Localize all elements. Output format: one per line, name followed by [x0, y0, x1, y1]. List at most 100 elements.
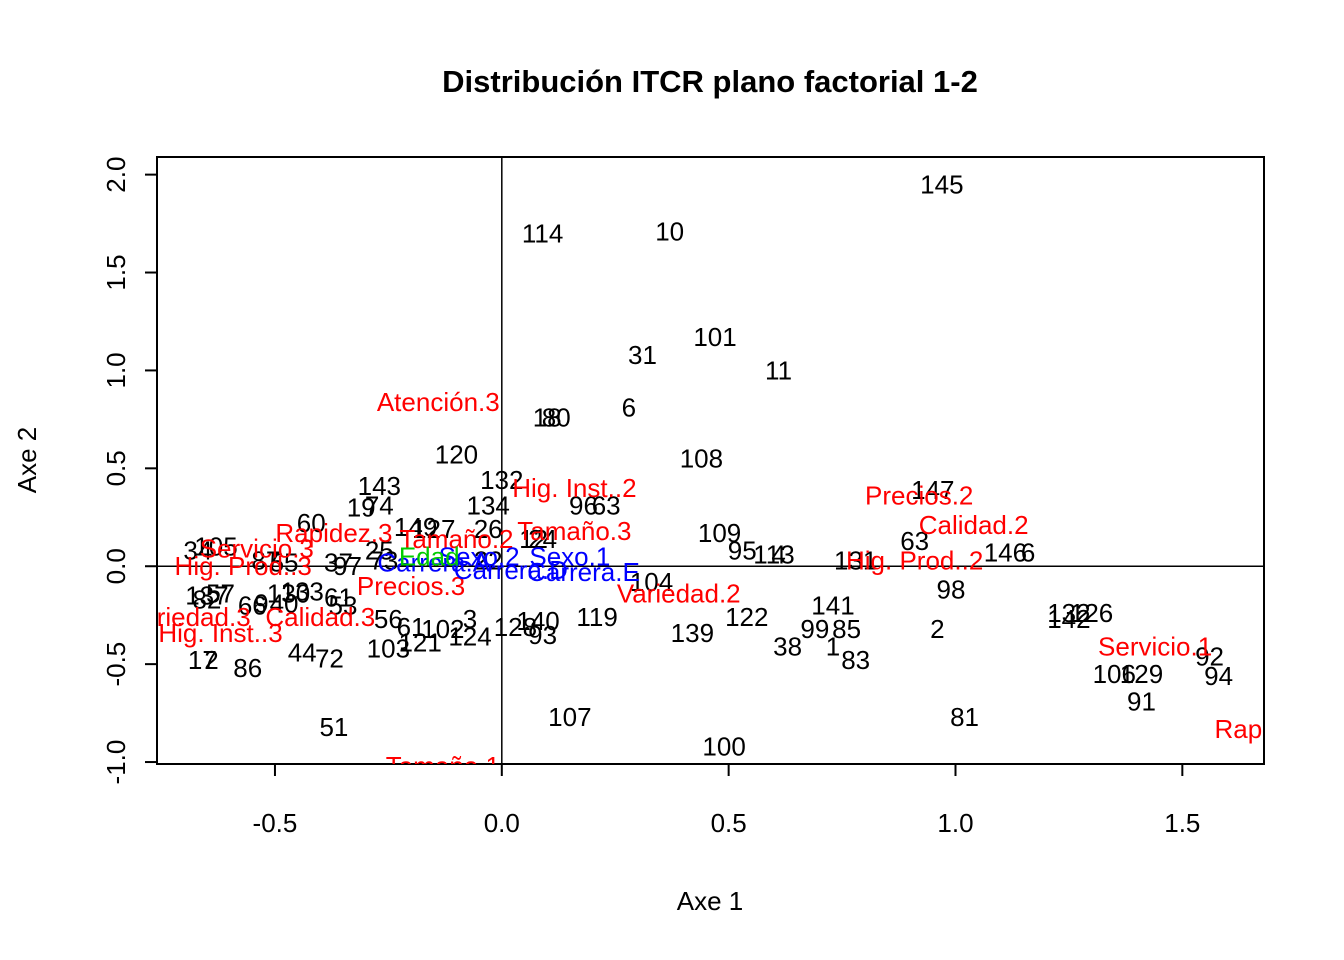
point-label: Edad [399, 541, 460, 571]
point-label: 86 [233, 653, 262, 683]
point-label: Variedad.3 [127, 602, 251, 632]
point-label: 121 [398, 628, 441, 658]
point-label: 37 [324, 547, 353, 577]
point-label: 34 [183, 536, 212, 566]
point-label: 105 [194, 532, 237, 562]
point-label: 87 [251, 545, 280, 575]
point-label: 100 [702, 731, 745, 761]
x-tick-label: 1.0 [937, 808, 973, 838]
point-label: Sexo.1 [529, 541, 610, 571]
point-label: 133 [280, 577, 323, 607]
point-label: 114 [522, 218, 563, 248]
plot-frame [156, 156, 1265, 765]
point-label: 61 [397, 612, 426, 642]
point-label: 147 [911, 475, 954, 505]
point-label: 109 [698, 518, 741, 548]
point-label: 66 [238, 590, 267, 620]
point-label: Tamaño.1 [386, 751, 500, 781]
point-label: Atención.3 [377, 387, 500, 417]
point-label: 132 [1047, 598, 1090, 628]
point-label: Carrera.A [377, 547, 490, 577]
y-tick-label: 2.0 [101, 157, 131, 193]
point-label: 140 [516, 606, 559, 636]
point-label: Precios.3 [357, 571, 465, 601]
point-label: 104 [630, 567, 673, 597]
point-label: 132 [480, 465, 523, 495]
point-label: 119 [576, 602, 617, 632]
point-label: 31 [628, 340, 657, 370]
point-label: 106 [1093, 659, 1136, 689]
point-label: 63 [592, 491, 621, 521]
point-label: 103 [367, 633, 410, 663]
point-label: Calidad.3 [265, 602, 375, 632]
point-label: 85 [832, 614, 861, 644]
point-label: 91 [1127, 686, 1156, 716]
point-label: 131 [834, 545, 877, 575]
x-tick-label: 0.0 [484, 808, 520, 838]
point-label: Precios.2 [865, 481, 973, 511]
point-label: Sexo.2 [439, 541, 520, 571]
point-label: 134 [466, 491, 509, 521]
point-label: 2 [930, 614, 944, 644]
point-label: 10 [655, 216, 684, 246]
point-label: Carrera.D [454, 555, 568, 585]
point-label: 24 [528, 524, 557, 554]
point-label: 82 [192, 585, 221, 615]
point-label: Tamaño.2 [399, 524, 513, 554]
point-label: 56 [374, 604, 403, 634]
point-label: 95 [728, 536, 757, 566]
point-label: 141 [811, 590, 854, 620]
x-axis-label: Axe 1 [677, 886, 744, 916]
reference-lines [157, 157, 1264, 764]
point-label: 137 [185, 581, 228, 611]
point-label: 53 [329, 590, 358, 620]
point-label: 124 [448, 622, 491, 652]
point-label: 72 [315, 643, 344, 673]
point-label: Tamaño.3 [517, 516, 631, 546]
series-active-categories: Atención.3 Hig. Inst..2 Precios.2Calidad.2… [127, 387, 1332, 781]
point-label: 80 [542, 402, 571, 432]
point-label: 12 [519, 524, 548, 554]
point-label: 149 [394, 512, 437, 542]
point-label: 9 [254, 588, 268, 618]
point-label: 139 [671, 618, 714, 648]
point-label: 142 [1047, 604, 1090, 634]
y-tick-label: -0.5 [101, 642, 131, 687]
point-label: 26 [474, 514, 503, 544]
point-label: 127 [412, 514, 455, 544]
point-label: 63 [900, 526, 929, 556]
point-label: 130 [267, 579, 310, 609]
x-tick-label: -0.5 [253, 808, 298, 838]
point-label: 74 [365, 491, 394, 521]
point-label: 73 [369, 545, 398, 575]
y-tick-label: -1.0 [101, 740, 131, 785]
x-tick-label: 0.5 [711, 808, 747, 838]
y-tick-label: 0.0 [101, 548, 131, 584]
point-label: Hig. Inst..2 [512, 473, 636, 503]
point-label: Servicio.1 [1098, 632, 1212, 662]
axis-ticks: -0.5 0.0 0.5 1.0 1.5 -1.0 -0.5 0.0 0.5 1.0 1.5 2.0 [101, 157, 1200, 838]
point-label: 60 [297, 508, 326, 538]
point-label: 122 [725, 602, 768, 632]
point-label: 3 [463, 604, 477, 634]
point-label: Calidad.2 [919, 510, 1029, 540]
y-tick-label: 0.5 [101, 450, 131, 486]
point-label: Rapidez.3 [275, 518, 392, 548]
chart-title: Distribución ITCR plano factorial 1-2 [442, 64, 978, 99]
point-label: 11 [765, 355, 792, 385]
point-label: 129 [1120, 659, 1163, 689]
point-label: Rapidez.1 [1215, 714, 1332, 744]
point-label: Servicio.3 [200, 534, 314, 564]
point-label: 38 [773, 632, 802, 662]
point-label: 126 [1070, 598, 1113, 628]
point-label: 81 [950, 702, 979, 732]
point-label: 18 [533, 402, 562, 432]
x-tick-label: 1.5 [1164, 808, 1200, 838]
point-label: 17 [188, 645, 217, 675]
point-label: 6 [1021, 538, 1035, 568]
point-label: 145 [920, 169, 963, 199]
